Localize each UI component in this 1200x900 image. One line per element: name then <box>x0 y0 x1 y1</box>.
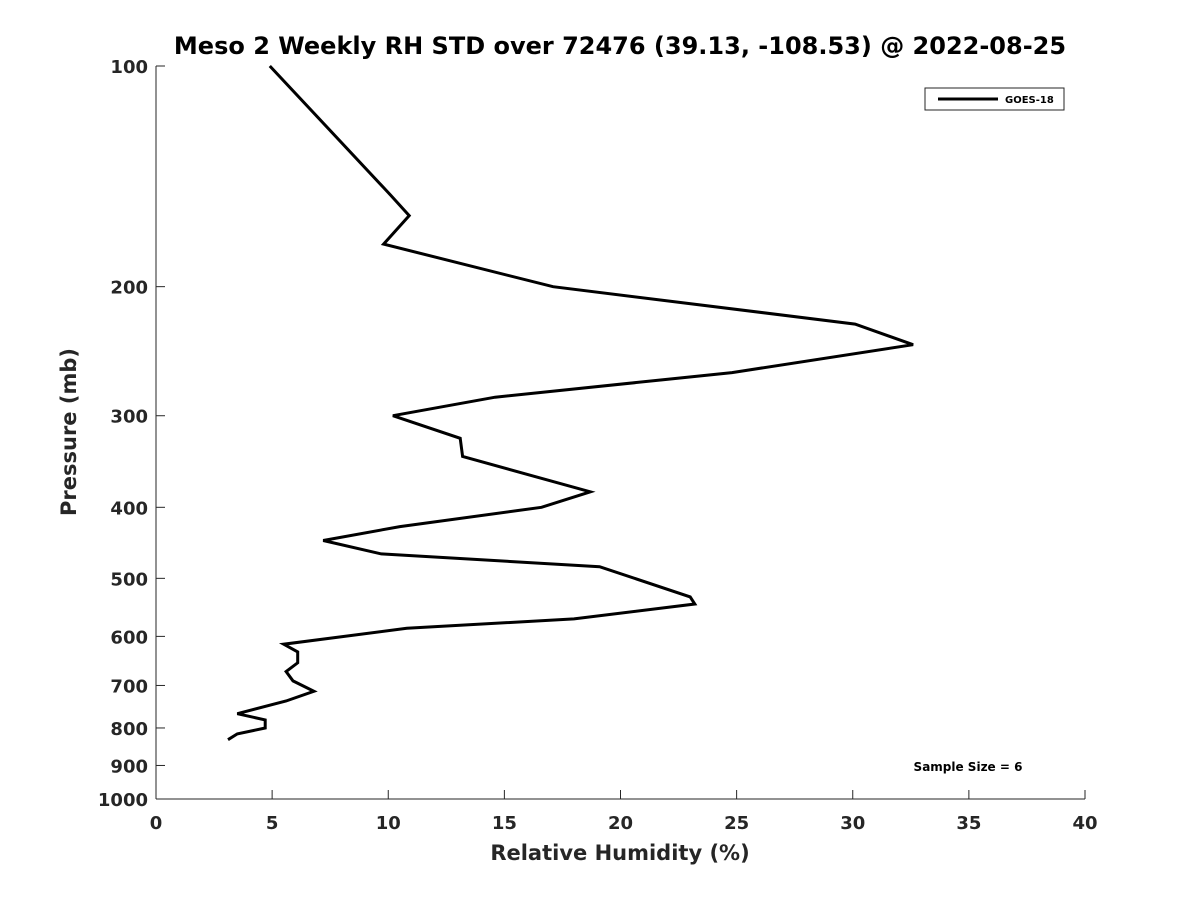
x-tick-label: 5 <box>266 813 279 834</box>
y-tick-label: 700 <box>110 676 148 697</box>
y-tick-label: 200 <box>110 278 148 299</box>
x-tick-label: 35 <box>956 813 981 834</box>
x-tick-label: 40 <box>1072 813 1097 834</box>
x-tick-label: 20 <box>608 813 633 834</box>
y-tick-label: 500 <box>110 569 148 590</box>
series-line-goes-18 <box>227 64 914 741</box>
sample-size-annotation: Sample Size = 6 <box>914 760 1023 774</box>
y-tick-label: 800 <box>110 719 148 740</box>
chart-title: Meso 2 Weekly RH STD over 72476 (39.13, … <box>174 32 1066 60</box>
x-tick-label: 0 <box>150 813 163 834</box>
y-tick-label: 1000 <box>98 790 148 811</box>
series-layer <box>227 64 914 741</box>
y-axis-label: Pressure (mb) <box>57 348 81 516</box>
x-tick-label: 25 <box>724 813 749 834</box>
y-tick-label: 900 <box>110 756 148 777</box>
y-tick-label: 100 <box>110 57 148 78</box>
x-tick-label: 15 <box>492 813 517 834</box>
plot-area: 0 5 10 15 20 25 30 35 40 100 200 300 400 500 600 700 80… <box>98 57 1098 834</box>
y-tick-label: 600 <box>110 627 148 648</box>
x-tick-label: 10 <box>376 813 401 834</box>
y-tick-label: 300 <box>110 407 148 428</box>
y-axis-ticks: 100 200 300 400 500 600 700 800 900 1000 <box>98 57 165 811</box>
x-axis-ticks: 0 5 10 15 20 25 30 35 40 <box>150 790 1098 834</box>
y-tick-label: 400 <box>110 498 148 519</box>
legend-label-goes-18: GOES-18 <box>1005 95 1054 106</box>
legend: GOES-18 <box>924 87 1065 111</box>
x-axis-label: Relative Humidity (%) <box>490 841 749 865</box>
x-tick-label: 30 <box>840 813 865 834</box>
